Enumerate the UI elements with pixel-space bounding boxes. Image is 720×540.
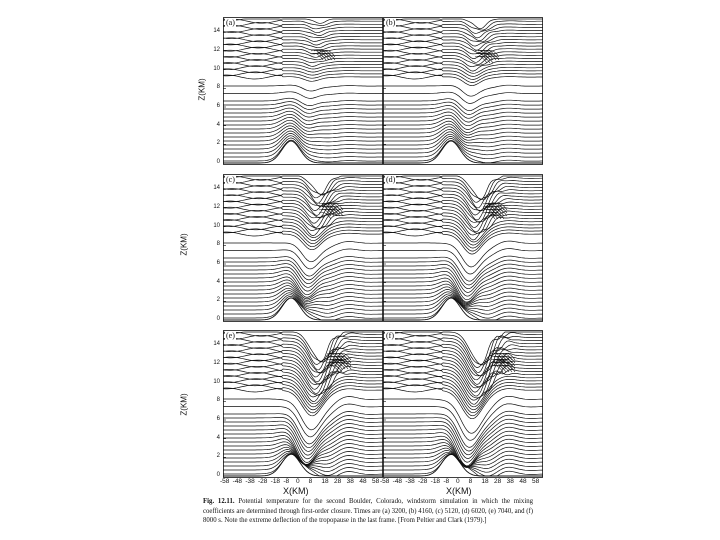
- x-tick-label: -58: [220, 478, 230, 485]
- y-axis-label-row1: Z(KM): [197, 78, 207, 101]
- y-tick-label: 14: [213, 341, 220, 348]
- x-tick-label: 18: [481, 478, 489, 485]
- panel-a-plot: [223, 17, 383, 165]
- x-tick-label: 38: [346, 478, 354, 485]
- y-tick-label: 4: [216, 434, 220, 441]
- x-axis-label-left: X(KM): [283, 486, 309, 496]
- panel-f-plot: [383, 330, 543, 478]
- x-tick-label: 0: [296, 478, 300, 485]
- y-tick-label: 12: [213, 204, 220, 210]
- caption-text: Potential temperature for the second Bou…: [203, 498, 533, 525]
- caption-label: Fig. 12.11.: [203, 498, 235, 505]
- y-tick-label: 0: [216, 316, 220, 322]
- x-tick-label: 58: [372, 478, 380, 485]
- panel-letter-b: (b): [385, 18, 397, 27]
- y-tick-label: 4: [216, 278, 220, 285]
- y-tick-label: 6: [216, 260, 220, 266]
- x-tick-label: -38: [405, 478, 415, 485]
- x-tick-label: -38: [245, 478, 255, 485]
- panel-e: (e): [223, 330, 383, 478]
- x-axis-label-right: X(KM): [446, 486, 472, 496]
- panel-a: (a): [223, 17, 383, 165]
- y-tick-label: 14: [213, 185, 220, 192]
- x-tick-label: -18: [270, 478, 281, 485]
- x-tick-label: -48: [392, 478, 403, 485]
- panel-letter-d: (d): [385, 175, 397, 184]
- panel-b: (b): [383, 17, 543, 165]
- x-tick-label: -18: [430, 478, 441, 485]
- y-tick-label: 6: [216, 103, 220, 109]
- x-tick-label: 48: [519, 478, 527, 485]
- panel-b-plot: [383, 17, 543, 165]
- panel-letter-f: (f): [385, 331, 395, 340]
- panel-d: (d): [383, 174, 543, 322]
- y-axis-label-row2: Z(KM): [179, 233, 189, 256]
- x-tick-label: -8: [283, 478, 290, 485]
- panel-letter-c: (c): [225, 175, 236, 184]
- y-axis-label-row3: Z(KM): [179, 393, 189, 416]
- x-tick-label: -8: [443, 478, 450, 485]
- y-tick-label: 2: [216, 140, 220, 147]
- panel-letter-e: (e): [225, 331, 236, 340]
- panel-f: (f): [383, 330, 543, 478]
- x-tick-label: 28: [494, 478, 502, 485]
- x-tick-label: -28: [418, 478, 428, 485]
- x-tick-label: -58: [380, 478, 390, 485]
- y-tick-label: 6: [216, 416, 220, 422]
- x-tick-label: -48: [232, 478, 243, 485]
- y-tick-label: 2: [216, 297, 220, 304]
- x-tick-label: 38: [506, 478, 514, 485]
- x-tick-label: -28: [258, 478, 268, 485]
- y-tick-label: 12: [213, 47, 220, 53]
- x-tick-label: 58: [532, 478, 540, 485]
- y-tick-label: 0: [216, 159, 220, 165]
- panel-c: (c): [223, 174, 383, 322]
- figure-caption: Fig. 12.11. Potential temperature for th…: [203, 497, 533, 526]
- panel-e-plot: [223, 330, 383, 478]
- x-tick-label: 18: [321, 478, 329, 485]
- x-tick-label: 48: [359, 478, 367, 485]
- y-tick-label: 10: [213, 222, 220, 229]
- panel-c-plot: [223, 174, 383, 322]
- y-tick-label: 2: [216, 453, 220, 460]
- y-tick-label: 8: [216, 397, 220, 404]
- y-tick-label: 12: [213, 360, 220, 366]
- y-tick-label: 0: [216, 472, 220, 478]
- y-tick-label: 8: [216, 84, 220, 91]
- x-tick-label: 8: [308, 478, 313, 485]
- x-tick-label: 28: [334, 478, 342, 485]
- y-tick-label: 14: [213, 28, 220, 35]
- y-tick-label: 8: [216, 241, 220, 248]
- y-tick-label: 4: [216, 121, 220, 128]
- y-tick-label: 10: [213, 378, 220, 385]
- panel-d-plot: [383, 174, 543, 322]
- y-tick-label: 10: [213, 65, 220, 72]
- panel-letter-a: (a): [225, 18, 236, 27]
- x-tick-label: 0: [456, 478, 460, 485]
- x-tick-label: 8: [468, 478, 473, 485]
